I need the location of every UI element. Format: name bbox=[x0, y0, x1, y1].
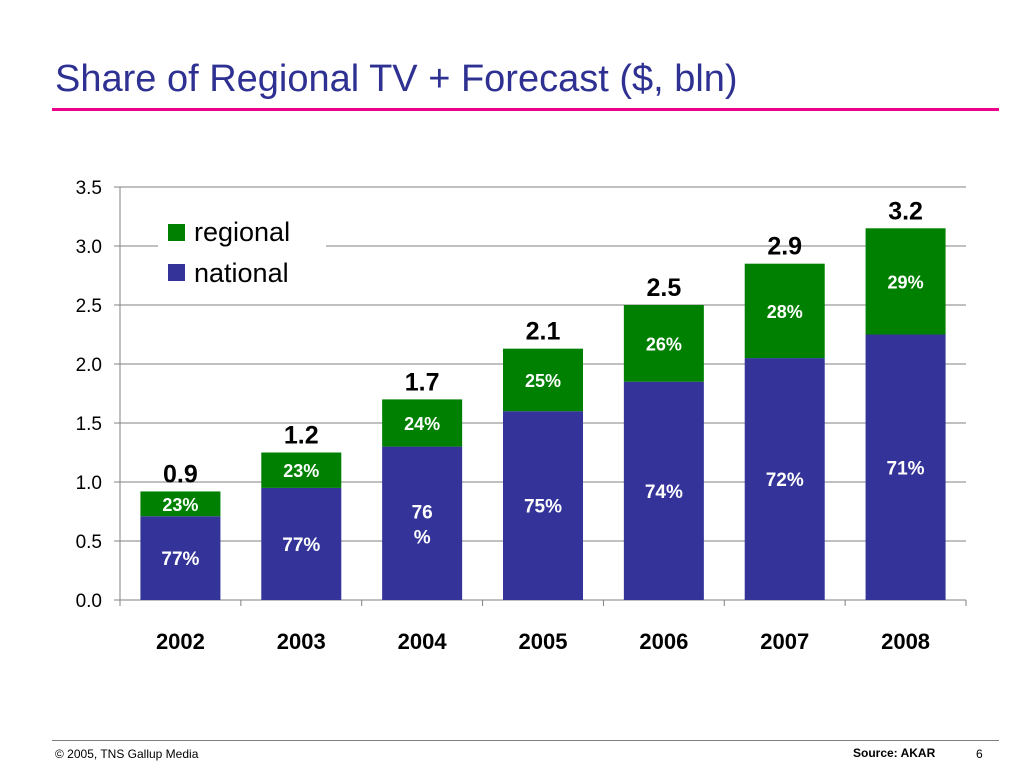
bar-national bbox=[140, 516, 221, 600]
data-label-national: 77% bbox=[161, 549, 199, 570]
bar-national bbox=[261, 487, 342, 600]
stacked-bar-chart: 0.0 0.5 1.0 1.5 2.0 2.5 3.0 3.5 77% 23% 0.9 2002 77%… bbox=[76, 178, 967, 654]
total-label: 1.2 bbox=[284, 422, 319, 450]
data-label-national: 76 bbox=[412, 502, 433, 523]
title-divider bbox=[52, 108, 999, 111]
total-label: 2.9 bbox=[767, 233, 802, 261]
page-number: 6 bbox=[976, 747, 983, 761]
bar-national bbox=[744, 358, 825, 600]
y-tick-label: 2.0 bbox=[76, 355, 102, 376]
total-label: 2.1 bbox=[526, 318, 561, 346]
data-label-national: 72% bbox=[766, 470, 804, 491]
data-label-regional: 24% bbox=[404, 414, 440, 434]
bar-national bbox=[503, 411, 583, 600]
page-title: Share of Regional TV + Forecast ($, bln) bbox=[55, 58, 738, 100]
y-tick-label: 3.0 bbox=[76, 237, 102, 258]
bar-regional bbox=[865, 228, 946, 335]
data-label-national: 74% bbox=[645, 482, 683, 503]
bar-regional bbox=[261, 452, 342, 488]
data-label-regional: 23% bbox=[162, 495, 198, 515]
bar-regional bbox=[382, 399, 463, 447]
legend-background bbox=[158, 208, 326, 292]
bar-regional bbox=[503, 348, 583, 412]
data-label-national: 75% bbox=[524, 497, 562, 518]
legend-label-regional: regional bbox=[194, 217, 290, 247]
bar-national bbox=[382, 446, 463, 600]
x-tick-label: 2008 bbox=[881, 629, 930, 654]
data-label-national: 77% bbox=[282, 535, 320, 556]
x-tick-label: 2004 bbox=[398, 629, 448, 654]
bar-national bbox=[623, 381, 704, 600]
source-text: Source: AKAR bbox=[853, 746, 936, 760]
total-label: 2.5 bbox=[646, 274, 681, 302]
copyright-text: © 2005, TNS Gallup Media bbox=[55, 747, 199, 761]
y-tick-label: 0.5 bbox=[76, 532, 102, 553]
data-label-regional: 29% bbox=[888, 272, 924, 292]
total-label: 1.7 bbox=[405, 368, 440, 396]
data-label-regional: 26% bbox=[646, 334, 682, 354]
bar-regional bbox=[623, 305, 704, 382]
x-tick-label: 2003 bbox=[277, 629, 326, 654]
y-tick-label: 2.5 bbox=[76, 296, 102, 317]
x-tick-label: 2006 bbox=[639, 629, 688, 654]
legend-swatch-regional bbox=[168, 224, 185, 241]
y-tick-label: 0.0 bbox=[76, 591, 102, 612]
legend-swatch-national bbox=[168, 264, 185, 281]
data-label-regional: 25% bbox=[525, 371, 561, 391]
x-tick-label: 2002 bbox=[156, 629, 205, 654]
total-label: 0.9 bbox=[163, 460, 198, 488]
data-label-national: % bbox=[414, 527, 431, 548]
data-label-regional: 23% bbox=[283, 461, 319, 481]
data-label-national: 71% bbox=[887, 458, 925, 479]
total-label: 3.2 bbox=[888, 197, 923, 225]
y-tick-label: 1.0 bbox=[76, 473, 102, 494]
y-tick-label: 1.5 bbox=[76, 414, 102, 435]
bar-regional bbox=[744, 263, 825, 359]
bar-regional bbox=[140, 491, 221, 517]
footer-divider bbox=[52, 740, 999, 741]
legend-label-national: national bbox=[194, 258, 289, 288]
x-tick-label: 2007 bbox=[760, 629, 809, 654]
bar-national bbox=[865, 334, 946, 600]
y-tick-label: 3.5 bbox=[76, 178, 102, 199]
data-label-regional: 28% bbox=[767, 302, 803, 322]
x-tick-label: 2005 bbox=[519, 629, 568, 654]
